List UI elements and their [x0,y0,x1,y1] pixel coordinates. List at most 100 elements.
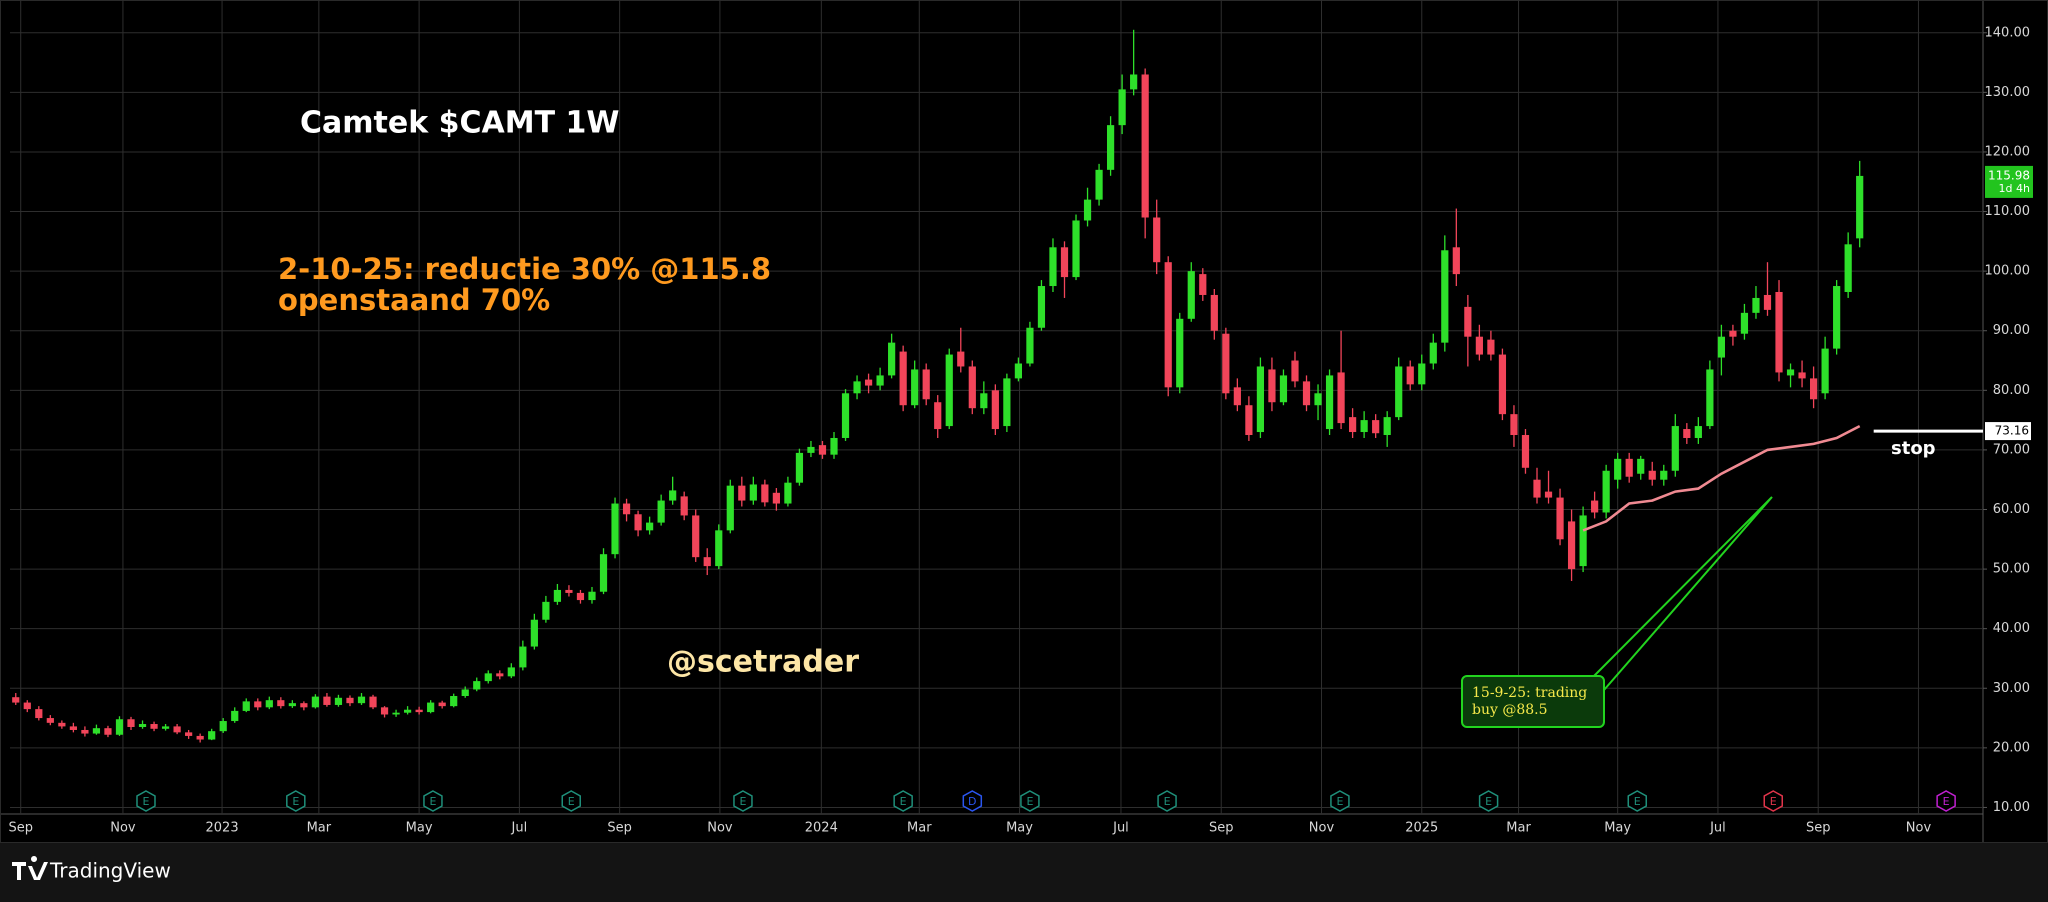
candle-body [807,446,815,453]
candle [1222,327,1230,400]
candle-body [185,732,193,736]
candle [1821,336,1829,400]
event-marker: E [733,790,753,812]
candle [922,363,930,406]
candle [380,706,389,718]
candle-body [1775,291,1783,373]
candle-body [438,702,446,707]
x-tick-label: 2025 [1405,821,1438,836]
candle-body [703,557,711,567]
candle-body [403,709,412,713]
event-marker: E [1157,790,1177,812]
candle [254,698,262,711]
candle [692,509,700,562]
candle [507,663,515,679]
candle-body [1648,470,1656,480]
candle [1349,408,1357,438]
candle [92,724,101,735]
candle [1153,199,1161,275]
candle-body [588,591,596,601]
candle [1487,330,1495,361]
candle [1521,429,1530,474]
event-badge [962,790,983,812]
candle [1210,289,1218,340]
candle-body [161,726,170,729]
candle [185,729,193,739]
stop-label: stop [1891,438,1936,459]
candle [1579,506,1587,573]
candle-body [46,718,54,723]
candle-body [196,735,204,740]
candle [1786,363,1795,388]
event-badge [136,790,156,812]
event-marker: E [1330,790,1350,812]
event-badge [1020,790,1040,812]
candle-body [208,731,216,740]
candle-body [1130,74,1138,90]
candle [1429,333,1437,370]
candle-body [219,721,227,732]
callout-text: 15-9-25: trading [1472,685,1587,701]
candle-body [1349,417,1357,433]
candle [830,432,838,459]
candle-body [818,445,827,455]
candle [1614,452,1622,489]
candle-body [853,381,861,394]
candle-body [911,369,919,406]
candle [231,707,239,723]
candle [1406,360,1414,391]
candle-body [69,726,77,730]
candle [35,706,43,721]
candle-body [1683,429,1691,438]
candle-body [92,728,101,734]
candle-body [646,522,654,531]
candle-body [115,719,124,735]
candle-body [1706,369,1714,427]
candle-body [1591,500,1599,513]
candle-body [473,681,481,690]
candle-body [1187,271,1195,319]
candle [1164,256,1172,397]
candle [346,695,354,707]
candle-body [1441,250,1449,343]
candle-body [726,485,734,531]
candle-body [1233,387,1241,406]
candle-body [795,452,804,483]
candle [1706,360,1714,430]
candle-body [1614,458,1622,480]
candle [530,613,538,650]
candle-body [1106,125,1115,170]
candle [1325,369,1334,436]
candle-body [1510,414,1518,436]
event-marker: E [423,790,443,812]
candle-body [888,342,896,376]
event-badge [1627,790,1648,812]
candle [1141,68,1149,239]
candle-body [58,722,66,727]
candle-body [1452,247,1460,275]
candle [795,448,804,486]
candle-body [1072,220,1080,278]
candle [899,345,907,412]
x-tick-label: May [1006,821,1033,836]
candle [12,693,20,705]
candle [1763,262,1772,316]
countdown-text: 1d 4h [1999,182,2030,195]
candle-body [1268,369,1276,403]
y-tick-label: 30.00 [1993,681,2030,696]
candle [1833,280,1841,355]
candle-body [507,667,515,677]
x-tick-label: Mar [907,821,932,836]
candle-body [1556,497,1564,540]
candle [876,367,884,391]
candle [1372,414,1380,438]
candle-body [876,375,884,386]
x-tick-label: Sep [8,821,33,836]
candle [1729,324,1737,346]
candle-body [1579,515,1587,567]
candle-body [599,554,608,592]
event-label: E [1485,795,1492,808]
candle-body [1487,339,1495,355]
candle [415,706,423,715]
candle [1199,268,1207,301]
